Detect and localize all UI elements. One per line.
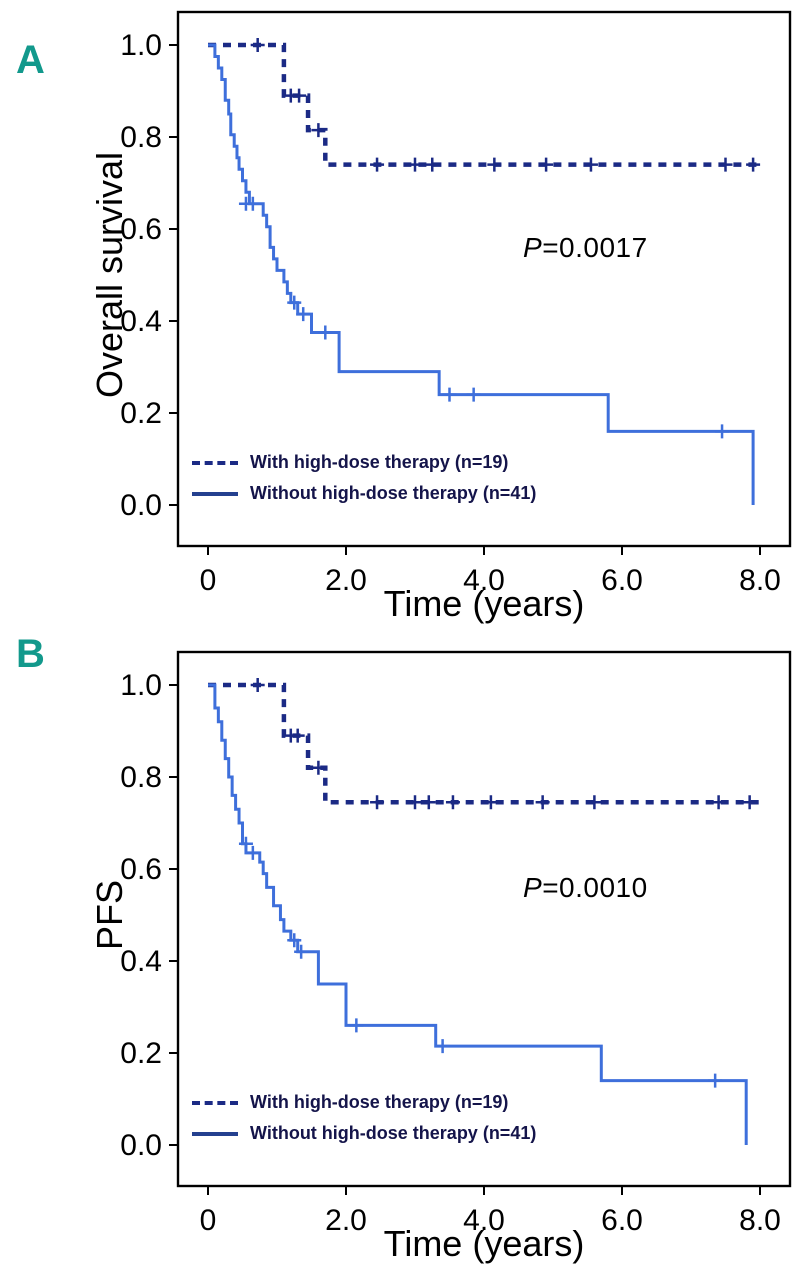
km-curve-without-hdt <box>208 43 755 505</box>
panel-pfs: B PFS 0.0 0.2 0.4 0.6 0.8 1.0 0 2.0 4.0 6.0 8.0 P=… <box>0 634 800 1280</box>
x-tick-label: 4.0 <box>463 1204 505 1237</box>
x-tick-label: 2.0 <box>325 564 367 597</box>
censor-mark <box>294 944 309 959</box>
legend-item-without-hdt: Without high-dose therapy (n=41) <box>192 483 536 504</box>
censor-mark <box>715 424 730 439</box>
censor-mark <box>483 795 498 810</box>
p-number: =0.0017 <box>542 232 648 263</box>
legend-item-with-hdt: With high-dose therapy (n=19) <box>192 1092 536 1113</box>
x-tick-label: 4.0 <box>463 564 505 597</box>
censor-mark <box>742 795 757 810</box>
y-tick-label: 0.2 <box>120 1037 162 1070</box>
dashed-line-swatch <box>192 460 238 465</box>
x-tick-label: 0 <box>200 1204 217 1237</box>
y-tick-label: 0.8 <box>120 121 162 154</box>
y-tick-label: 0.2 <box>120 397 162 430</box>
censor-mark <box>250 38 265 52</box>
censor-mark <box>370 795 385 810</box>
p-value: P=0.0017 <box>523 232 648 264</box>
legend: With high-dose therapy (n=19) Without hi… <box>192 452 536 504</box>
censor-mark <box>535 795 550 810</box>
censor-mark <box>445 795 460 810</box>
censor-mark <box>290 728 305 743</box>
legend-label: With high-dose therapy (n=19) <box>250 452 509 472</box>
censor-mark <box>421 795 436 810</box>
dashed-line-swatch <box>192 1100 238 1105</box>
x-tick-label: 2.0 <box>325 1204 367 1237</box>
x-tick-label: 8.0 <box>739 564 781 597</box>
solid-line-swatch <box>192 491 238 496</box>
legend-label: With high-dose therapy (n=19) <box>250 1092 509 1112</box>
censor-mark <box>250 678 265 692</box>
censor-mark <box>408 795 422 810</box>
censor-mark <box>583 157 598 172</box>
y-tick-label: 0.0 <box>120 1129 162 1162</box>
censor-mark <box>296 307 311 322</box>
censor-mark <box>245 196 260 211</box>
y-tick-label: 1.0 <box>120 669 162 702</box>
km-plot: 0.0 0.2 0.4 0.6 0.8 1.0 0 2.0 4.0 6.0 8.0 <box>120 650 792 1237</box>
censor-mark <box>711 795 726 810</box>
legend-label: Without high-dose therapy (n=41) <box>250 483 537 503</box>
km-plot: 0.0 0.2 0.4 0.6 0.8 1.0 0 2.0 4.0 6.0 8.0 <box>120 10 792 597</box>
solid-line-swatch <box>192 1131 238 1136</box>
y-tick-label: 1.0 <box>120 29 162 62</box>
censor-mark <box>487 157 502 172</box>
y-tick-label: 0.8 <box>120 761 162 794</box>
legend-label: Without high-dose therapy (n=41) <box>250 1123 537 1143</box>
censor-mark <box>587 795 602 810</box>
p-number: =0.0010 <box>542 872 648 903</box>
km-curve-with-hdt <box>208 682 760 805</box>
panel-overall-survival: A Overall survival 0.0 0.2 0.4 0.6 0.8 1.0 0 2.… <box>16 10 792 624</box>
x-tick-label: 6.0 <box>601 1204 643 1237</box>
censor-mark <box>287 295 302 310</box>
censor-mark <box>718 157 733 172</box>
censor-mark <box>287 933 302 948</box>
censor-mark <box>466 387 481 402</box>
censor-mark <box>408 157 422 172</box>
censor-mark <box>425 157 440 172</box>
censor-mark <box>292 88 307 103</box>
panel-letter-b: B <box>16 632 45 676</box>
censor-mark <box>318 325 333 340</box>
x-axis-title: Time (years) <box>383 1223 585 1264</box>
y-tick-label: 0.6 <box>120 213 162 246</box>
censor-mark <box>746 157 761 172</box>
censor-mark <box>435 1039 450 1054</box>
x-tick-label: 0 <box>200 564 217 597</box>
censor-mark <box>311 760 326 775</box>
y-tick-label: 0.4 <box>120 305 162 338</box>
legend: With high-dose therapy (n=19) Without hi… <box>192 1092 536 1144</box>
censor-mark <box>349 1018 364 1033</box>
panel-letter-a: A <box>16 38 45 82</box>
x-axis-title: Time (years) <box>383 583 585 624</box>
y-tick-label: 0.0 <box>120 489 162 522</box>
censor-mark <box>708 1073 723 1088</box>
p-symbol: P <box>523 872 543 903</box>
km-curve-with-hdt <box>208 42 760 167</box>
censor-mark <box>370 157 385 172</box>
km-curve-without-hdt <box>208 683 748 1145</box>
legend-item-without-hdt: Without high-dose therapy (n=41) <box>192 1123 536 1144</box>
censor-mark <box>245 845 260 860</box>
x-tick-label: 6.0 <box>601 564 643 597</box>
censor-mark <box>311 123 326 138</box>
x-tick-label: 8.0 <box>739 1204 781 1237</box>
legend-item-with-hdt: With high-dose therapy (n=19) <box>192 452 536 473</box>
p-symbol: P <box>523 232 543 263</box>
p-value: P=0.0010 <box>523 872 648 904</box>
y-tick-label: 0.6 <box>120 853 162 886</box>
censor-mark <box>238 836 253 851</box>
y-tick-label: 0.4 <box>120 945 162 978</box>
censor-mark <box>442 387 457 402</box>
censor-mark <box>539 157 554 172</box>
